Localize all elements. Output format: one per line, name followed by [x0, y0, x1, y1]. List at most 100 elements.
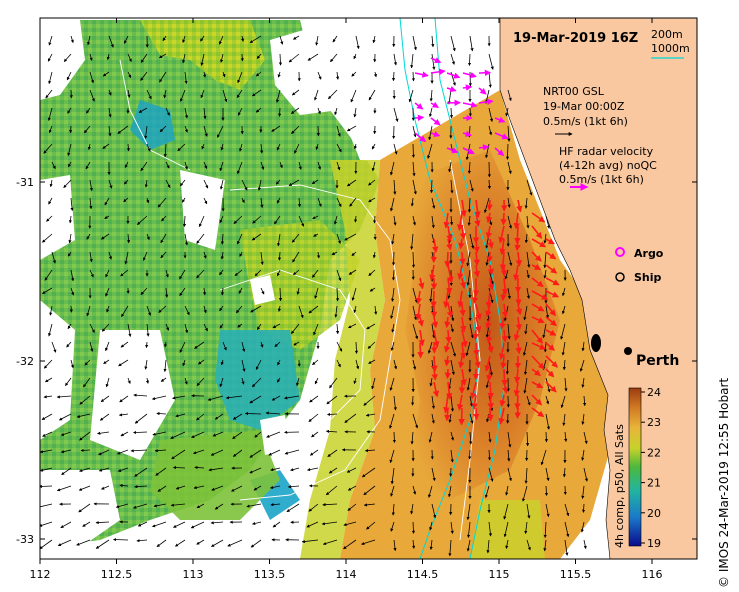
model-arrow	[120, 341, 129, 348]
model-arrow	[179, 269, 186, 280]
model-arrow	[48, 197, 53, 205]
model-arrow	[276, 143, 281, 151]
model-arrow	[389, 413, 395, 429]
model-arrow	[321, 521, 338, 526]
radar-arrow	[474, 199, 481, 218]
model-arrow	[450, 521, 454, 535]
argo-arrow	[446, 147, 459, 154]
radar-arrow	[545, 381, 557, 393]
model-arrow	[526, 215, 530, 229]
model-arrow	[48, 323, 53, 337]
model-arrow	[466, 269, 471, 286]
model-arrow	[241, 359, 246, 372]
model-arrow	[249, 449, 262, 458]
radar-arrow	[417, 316, 424, 327]
model-arrow	[232, 413, 243, 420]
model-arrow	[326, 412, 338, 417]
model-arrow	[277, 233, 281, 247]
model-arrow	[354, 341, 359, 354]
model-arrow	[42, 287, 53, 294]
model-arrow	[322, 503, 338, 507]
model-arrow	[365, 413, 376, 417]
model-arrow	[564, 521, 570, 538]
model-arrow	[367, 341, 376, 349]
model-arrow	[197, 359, 205, 365]
argo-arrow	[430, 101, 440, 108]
model-arrow	[46, 215, 53, 222]
model-arrow	[130, 449, 148, 453]
radar-arrow	[515, 316, 523, 331]
model-arrow	[391, 251, 396, 266]
radar-arrow	[460, 316, 467, 333]
model-arrow	[450, 341, 456, 357]
model-arrow	[336, 233, 341, 245]
model-arrow	[160, 377, 167, 382]
model-arrow	[564, 539, 569, 556]
argo-arrow	[414, 114, 425, 121]
model-arrow	[106, 305, 110, 313]
model-arrow	[284, 449, 300, 455]
model-arrow	[89, 179, 93, 192]
argo-arrows	[414, 57, 509, 156]
model-arrow	[44, 377, 53, 383]
radar-arrow	[531, 251, 542, 262]
model-arrow	[301, 539, 319, 544]
model-arrow	[393, 215, 397, 226]
model-arrow	[203, 107, 207, 120]
model-arrow	[466, 503, 471, 521]
model-arrow	[272, 323, 281, 329]
model-arrow	[89, 341, 94, 352]
model-arrow	[562, 467, 567, 478]
credit-label: © IMOS 24-Mar-2019 12:55 Hobart	[717, 378, 731, 588]
model-arrow	[170, 431, 186, 439]
model-arrow	[393, 143, 398, 155]
model-arrow	[104, 197, 110, 206]
model-arrow	[336, 341, 343, 352]
model-arrow	[271, 125, 281, 132]
model-arrow	[238, 287, 243, 294]
model-arrow	[349, 197, 357, 207]
model-arrow	[256, 323, 262, 331]
model-arrow	[431, 35, 435, 48]
model-arrow	[309, 449, 319, 456]
radar-arrow	[487, 238, 494, 249]
model-arrow	[354, 215, 358, 223]
model-arrow	[542, 323, 547, 339]
radar-arrow	[431, 316, 439, 329]
model-arrow	[317, 107, 321, 115]
model-arrow	[505, 485, 509, 496]
model-arrow	[214, 503, 224, 510]
model-legend-2: 19-Mar 00:00Z	[543, 100, 625, 113]
model-arrow	[222, 71, 226, 78]
radar-arrow	[545, 316, 557, 327]
model-arrow	[156, 411, 167, 416]
radar-arrow	[446, 303, 454, 319]
model-arrow	[427, 341, 433, 354]
radar-arrow	[485, 303, 492, 318]
radar-arrow	[545, 342, 556, 351]
model-arrow	[428, 107, 433, 118]
model-arrow	[239, 143, 243, 152]
model-arrow	[182, 53, 186, 64]
radar-arrow	[471, 394, 479, 410]
radar-arrow	[487, 277, 495, 291]
radar-arrow	[446, 238, 453, 251]
model-arrow	[175, 413, 186, 418]
model-arrow	[89, 53, 93, 62]
model-arrow	[507, 449, 511, 462]
model-arrow	[507, 323, 511, 340]
model-arrow	[105, 377, 110, 388]
model-arrow	[203, 161, 208, 169]
model-arrow	[507, 161, 512, 175]
model-arrow	[296, 377, 300, 387]
model-arrow	[210, 521, 224, 525]
radar-arrow	[444, 368, 451, 380]
model-arrow	[325, 429, 338, 433]
argo-arrow	[430, 57, 442, 64]
model-arrow	[355, 359, 360, 370]
model-arrow	[255, 71, 262, 77]
radar-arrow	[473, 238, 480, 254]
model-arrow	[170, 503, 186, 507]
model-arrow	[79, 395, 91, 405]
model-arrow	[244, 411, 262, 416]
